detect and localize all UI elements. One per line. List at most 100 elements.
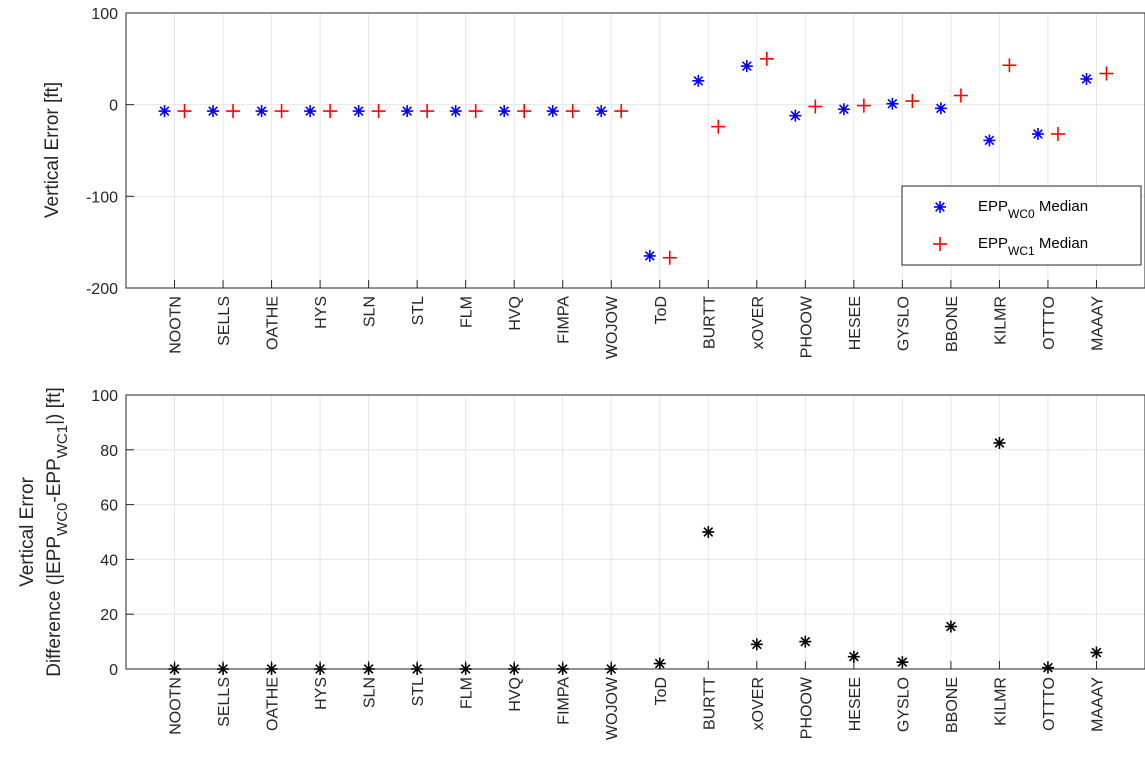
top-y-axis-label: Vertical Error [ft] (42, 82, 63, 218)
top-point-hesee-s0 (837, 103, 850, 116)
bottom-point-bbone-s0 (944, 620, 957, 633)
bottom-x-tick-label: HVQ (507, 677, 524, 712)
top-x-tick-label: HVQ (507, 296, 524, 331)
legend-box (901, 185, 1142, 266)
bottom-point-burtt-s0 (702, 526, 715, 538)
top-x-tick-label: BURTT (701, 296, 718, 349)
top-point-hvq-s1 (517, 104, 532, 119)
top-point-oathe-s1 (274, 104, 289, 119)
top-plot-frame (125, 12, 1145, 289)
bottom-point-maaay-s0 (1090, 646, 1103, 659)
bottom-point-ottto-s0 (1041, 661, 1054, 674)
top-point-wojow-s1 (614, 104, 629, 119)
top-point-nootn-s1 (177, 104, 192, 119)
bottom-y-tick-label: 100 (91, 388, 118, 405)
top-point-ottto-s0 (1031, 128, 1044, 140)
bottom-point-hys-s0 (314, 663, 327, 675)
bottom-point-stl-s0 (411, 663, 424, 675)
top-point-fimpa-s0 (546, 105, 559, 118)
top-point-hys-s1 (323, 104, 338, 119)
top-x-tick-label: HYS (313, 296, 330, 329)
bottom-x-tick-label: FLM (459, 677, 476, 709)
top-point-sln-s0 (352, 105, 365, 118)
bottom-point-sells-s0 (217, 663, 230, 675)
bottom-x-tick-label: PHOOW (798, 676, 815, 739)
bottom-plot-frame (125, 394, 1145, 670)
top-point-tod-s1 (662, 250, 677, 265)
bottom-point-hesee-s0 (847, 650, 860, 663)
top-x-tick-label: STL (410, 296, 427, 325)
top-point-ottto-s1 (1050, 127, 1065, 141)
bottom-point-nootn-s0 (168, 663, 181, 675)
bottom-x-tick-label: NOOTN (168, 677, 185, 735)
bottom-point-gyslo-s0 (896, 656, 909, 669)
top-point-burtt-s0 (692, 74, 705, 87)
top-point-gyslo-s1 (905, 94, 920, 108)
top-point-hesee-s1 (856, 98, 871, 113)
top-x-tick-label: WOJOW (604, 295, 621, 359)
top-y-tick-label: 100 (91, 6, 118, 23)
legend-plus-marker (933, 237, 947, 251)
top-x-tick-label: BBONE (944, 296, 961, 352)
top-x-tick-label: FIMPA (556, 296, 573, 344)
legend-marker-wc1 (933, 237, 947, 251)
top-plot: 100 0 -100 -200 NOOTN SELLS OATHE HYS SLN STL FLM H… (42, 6, 1145, 359)
bottom-point-wojow-s0 (605, 663, 618, 675)
legend-entry-wc1: EPPWC1 Median (978, 235, 1088, 258)
bottom-x-tick-label: WOJOW (604, 676, 621, 740)
legend-marker-wc0 (934, 201, 946, 213)
top-y-tick-label: 0 (109, 98, 118, 115)
bottom-x-tick-label: FIMPA (556, 677, 573, 725)
bottom-point-oathe-s0 (265, 663, 278, 675)
bottom-point-sln-s0 (362, 663, 375, 675)
bottom-point-flm-s0 (459, 663, 472, 675)
bottom-point-fimpa-s0 (556, 663, 569, 675)
top-point-bbone-s1 (953, 88, 968, 103)
bottom-x-tick-label: OATHE (265, 677, 282, 731)
top-point-stl-s1 (420, 104, 435, 119)
legend-asterisk-marker (934, 201, 946, 213)
top-x-tick-label: PHOOW (798, 295, 815, 358)
top-x-tick-label: OTTTO (1041, 296, 1058, 350)
bottom-y-tick-label: 60 (100, 498, 118, 515)
top-point-flm-s0 (449, 105, 462, 118)
bottom-y-tick-label: 80 (100, 443, 118, 460)
top-point-fimpa-s1 (565, 104, 580, 119)
top-x-tick-label: SELLS (216, 296, 233, 346)
top-point-hvq-s0 (498, 105, 511, 118)
top-point-burtt-s1 (711, 119, 726, 134)
top-x-tick-label: ToD (653, 296, 670, 324)
top-point-gyslo-s0 (886, 97, 899, 110)
top-point-nootn-s0 (158, 105, 171, 118)
bottom-x-tick-label: BURTT (701, 677, 718, 730)
bottom-x-tick-label: SELLS (216, 677, 233, 727)
top-point-oathe-s0 (255, 105, 268, 118)
top-point-kilmr-s0 (983, 134, 996, 147)
top-point-hys-s0 (304, 105, 317, 118)
bottom-x-tick-label: BBONE (944, 677, 961, 733)
bottom-y-tick-label: 40 (100, 552, 118, 569)
top-point-kilmr-s1 (1002, 58, 1017, 73)
bottom-point-phoow-s0 (799, 635, 812, 648)
bottom-x-tick-label: HESEE (847, 677, 864, 731)
top-point-xover-s0 (740, 60, 753, 73)
top-point-sells-s1 (226, 104, 241, 119)
bottom-plot: 100 80 60 40 20 0 NOOTN SELLS OATHE HYS SLN STL FLM H… (17, 387, 1145, 740)
top-y-tick-label: -100 (86, 189, 118, 206)
bottom-point-kilmr-s0 (993, 436, 1006, 449)
top-point-sells-s0 (207, 105, 220, 118)
bottom-y-axis-label-line1: Vertical Error (17, 476, 38, 586)
bottom-x-tick-label: HYS (313, 677, 330, 710)
bottom-x-tick-label: SLN (362, 677, 379, 708)
bottom-x-tick-label: xOVER (750, 677, 767, 730)
top-point-maaay-s0 (1080, 73, 1093, 85)
bottom-x-tick-label: MAAAY (1089, 677, 1106, 732)
top-x-tick-label: MAAAY (1089, 296, 1106, 351)
bottom-y-tick-label: 20 (100, 607, 118, 624)
top-x-tick-label: xOVER (750, 296, 767, 349)
legend-entry-wc0: EPPWC0 Median (978, 198, 1088, 221)
bottom-x-tick-label: GYSLO (895, 677, 912, 732)
top-point-flm-s1 (468, 104, 483, 119)
bottom-point-tod-s0 (653, 657, 666, 670)
